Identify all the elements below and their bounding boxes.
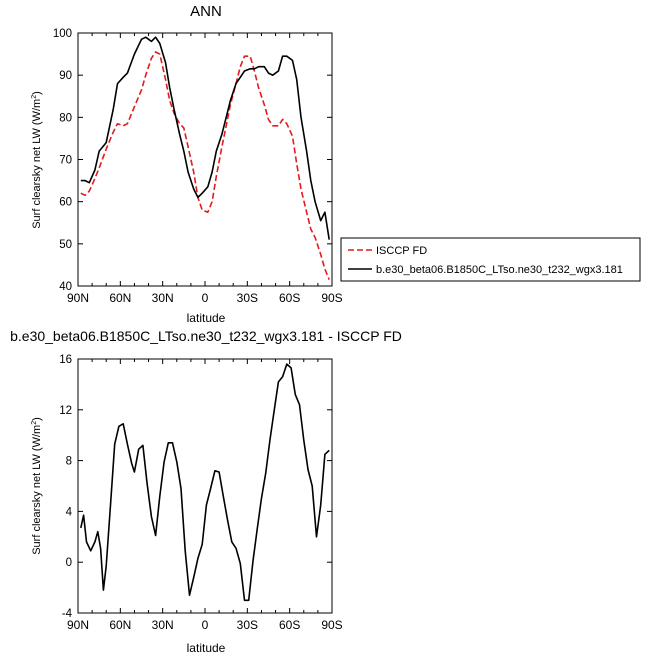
bottom-x-tick-label: 90N: [67, 618, 89, 632]
top-series-group: [80, 36, 330, 281]
top-legend: ISCCP FD b.e30_beta06.B1850C_LTso.ne30_t…: [340, 237, 641, 282]
bottom-y-tick-label: 12: [59, 405, 72, 417]
top-y-tick-label: 50: [59, 239, 72, 251]
top-y-tick-label: 80: [59, 112, 72, 124]
top-x-tick-label: 90N: [67, 291, 89, 305]
top-y-axis-label-end: ): [31, 91, 43, 95]
bottom-x-tick-label: 90S: [321, 618, 342, 632]
top-y-axis-label: Surf clearsky net LW (W/m2): [31, 91, 43, 229]
bottom-series-line-0: [80, 363, 330, 602]
top-y-tick-label: 40: [59, 281, 72, 293]
top-y-tick-label: 60: [59, 197, 72, 209]
legend-label-model: b.e30_beta06.B1850C_LTso.ne30_t232_wgx3.…: [376, 264, 623, 276]
top-x-tick-label: 30S: [237, 291, 258, 305]
top-y-axis-label-superscript: 2: [31, 95, 38, 99]
top-y-tick-label: 70: [59, 155, 72, 167]
bottom-y-axis-label-main: Surf clearsky net LW (W/m: [31, 425, 43, 555]
bottom-y-tick-label: 8: [66, 456, 72, 468]
bottom-plot-frame: [77, 358, 333, 614]
top-panel: ANN 90N 60N 30N 0 30S 60S 90S 40 50 60 70 80 90 100 l…: [31, 3, 641, 325]
bottom-y-tick-label: 4: [66, 506, 73, 518]
bottom-y-axis-label-end: ): [31, 417, 43, 421]
top-x-tick-label: 60S: [279, 291, 300, 305]
top-x-tick-label: 60N: [109, 291, 131, 305]
bottom-x-tick-label: 60N: [109, 618, 131, 632]
legend-label-isccp: ISCCP FD: [376, 245, 427, 257]
bottom-chart-title: b.e30_beta06.B1850C_LTso.ne30_t232_wgx3.…: [10, 328, 402, 344]
bottom-y-axis-label: Surf clearsky net LW (W/m2): [31, 417, 43, 555]
bottom-x-tick-label: 0: [202, 618, 209, 632]
bottom-series-group: [80, 363, 330, 602]
top-y-tick-label: 100: [53, 28, 72, 40]
top-series-line-1: [80, 36, 330, 240]
bottom-y-tick-label: 0: [66, 557, 72, 569]
top-x-tick-label: 0: [202, 291, 209, 305]
top-x-tick-label: 90S: [321, 291, 342, 305]
bottom-x-tick-label: 60S: [279, 618, 300, 632]
bottom-x-tick-label: 30S: [237, 618, 258, 632]
top-y-axis-label-main: Surf clearsky net LW (W/m: [31, 99, 43, 229]
bottom-y-tick-label: 16: [59, 354, 72, 366]
bottom-panel: b.e30_beta06.B1850C_LTso.ne30_t232_wgx3.…: [10, 328, 402, 655]
bottom-y-tick-label: -4: [62, 608, 73, 620]
bottom-axis-ticks: 90N 60N 30N 0 30S 60S 90S -4 0 4 8 12 16: [59, 354, 342, 632]
bottom-y-axis-label-superscript: 2: [31, 421, 38, 425]
top-x-axis-label: latitude: [187, 311, 226, 325]
legend-box: [340, 237, 641, 282]
bottom-x-axis-label: latitude: [187, 641, 226, 655]
bottom-x-tick-label: 30N: [152, 618, 174, 632]
top-chart-title: ANN: [190, 3, 222, 20]
top-y-tick-label: 90: [59, 70, 72, 82]
top-plot-frame: [77, 32, 333, 287]
top-axis-ticks: 90N 60N 30N 0 30S 60S 90S 40 50 60 70 80 90 100: [53, 28, 343, 305]
top-series-line-0: [80, 51, 330, 281]
top-x-tick-label: 30N: [152, 291, 174, 305]
